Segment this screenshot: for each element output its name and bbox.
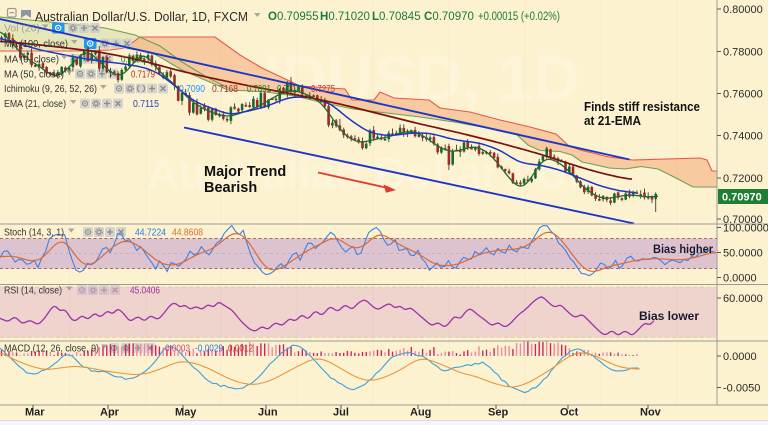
svg-text:0.78000: 0.78000	[723, 47, 763, 59]
svg-text:0.7115: 0.7115	[133, 99, 159, 110]
svg-text:May: May	[175, 407, 197, 419]
svg-text:Bias higher: Bias higher	[653, 244, 713, 256]
svg-text:-0.0050: -0.0050	[723, 383, 760, 395]
svg-text:60.0000: 60.0000	[723, 293, 763, 305]
svg-text:50.0000: 50.0000	[723, 248, 763, 260]
svg-text:at 21-EMA: at 21-EMA	[584, 114, 641, 128]
svg-text:0.0000: 0.0000	[723, 273, 757, 285]
svg-text:Mar: Mar	[25, 407, 45, 419]
svg-text:RSI (14, close): RSI (14, close)	[4, 286, 62, 297]
svg-text:0.7090: 0.7090	[179, 84, 205, 95]
svg-text:Nov: Nov	[640, 407, 662, 419]
svg-text:MA (9, close): MA (9, close)	[4, 54, 59, 65]
svg-text:0.7275: 0.7275	[311, 84, 335, 95]
svg-text:44.7224: 44.7224	[135, 228, 166, 239]
svg-text:EMA (21, close): EMA (21, close)	[4, 99, 66, 110]
svg-text:Vol (20): Vol (20)	[4, 24, 40, 35]
svg-text:0.7155: 0.7155	[121, 54, 145, 65]
svg-text:C0.70970: C0.70970	[424, 11, 474, 23]
svg-text:Bearish: Bearish	[204, 180, 257, 196]
svg-text:0.70970: 0.70970	[722, 192, 762, 204]
svg-text:Stoch (14, 3, 1): Stoch (14, 3, 1)	[4, 228, 64, 239]
svg-text:+0.00015 (+0.02%): +0.00015 (+0.02%)	[478, 11, 560, 23]
svg-text:MA (50, close): MA (50, close)	[4, 69, 64, 80]
svg-text:44.8608: 44.8608	[172, 228, 203, 239]
svg-text:0.74000: 0.74000	[723, 131, 763, 143]
svg-text:0.70000: 0.70000	[723, 214, 763, 226]
svg-text:0.7091: 0.7091	[247, 84, 271, 95]
svg-text:0.80000: 0.80000	[723, 4, 763, 16]
svg-text:Aug: Aug	[410, 407, 431, 419]
svg-text:0.7168: 0.7168	[212, 84, 238, 95]
svg-text:-0.0029: -0.0029	[195, 344, 223, 355]
svg-text:O0.70955: O0.70955	[268, 11, 319, 23]
svg-text:0.0000: 0.0000	[723, 351, 757, 363]
svg-text:Ichimoku (9, 26, 52, 26): Ichimoku (9, 26, 52, 26)	[4, 84, 97, 95]
svg-text:Sep: Sep	[488, 407, 508, 419]
svg-text:100.0000: 100.0000	[723, 223, 768, 235]
svg-text:Finds stiff resistance: Finds stiff resistance	[584, 100, 700, 114]
svg-text:0.0012: 0.0012	[228, 344, 253, 355]
svg-text:0.7214: 0.7214	[277, 84, 301, 95]
svg-text:Major Trend: Major Trend	[204, 164, 286, 180]
svg-text:MA (100, close): MA (100, close)	[4, 39, 68, 50]
svg-text:Jul: Jul	[333, 407, 349, 419]
svg-text:0.76000: 0.76000	[723, 89, 763, 101]
svg-text:0.0003: 0.0003	[165, 344, 190, 355]
svg-text:Apr: Apr	[100, 407, 120, 419]
svg-text:0.72000: 0.72000	[723, 173, 763, 185]
svg-text:Australian Dollar/U.S. Dollar,: Australian Dollar/U.S. Dollar, 1D, FXCM	[35, 10, 248, 24]
svg-text:Oct: Oct	[560, 407, 579, 419]
svg-text:0.7179: 0.7179	[131, 69, 155, 80]
svg-text:L0.70845: L0.70845	[372, 11, 421, 23]
svg-text:Jun: Jun	[258, 407, 278, 419]
svg-text:Bias lower: Bias lower	[639, 311, 700, 323]
svg-text:MACD (12, 26, close, 9): MACD (12, 26, close, 9)	[4, 344, 99, 355]
svg-text:45.0406: 45.0406	[130, 286, 160, 297]
svg-text:H0.71020: H0.71020	[320, 11, 370, 23]
